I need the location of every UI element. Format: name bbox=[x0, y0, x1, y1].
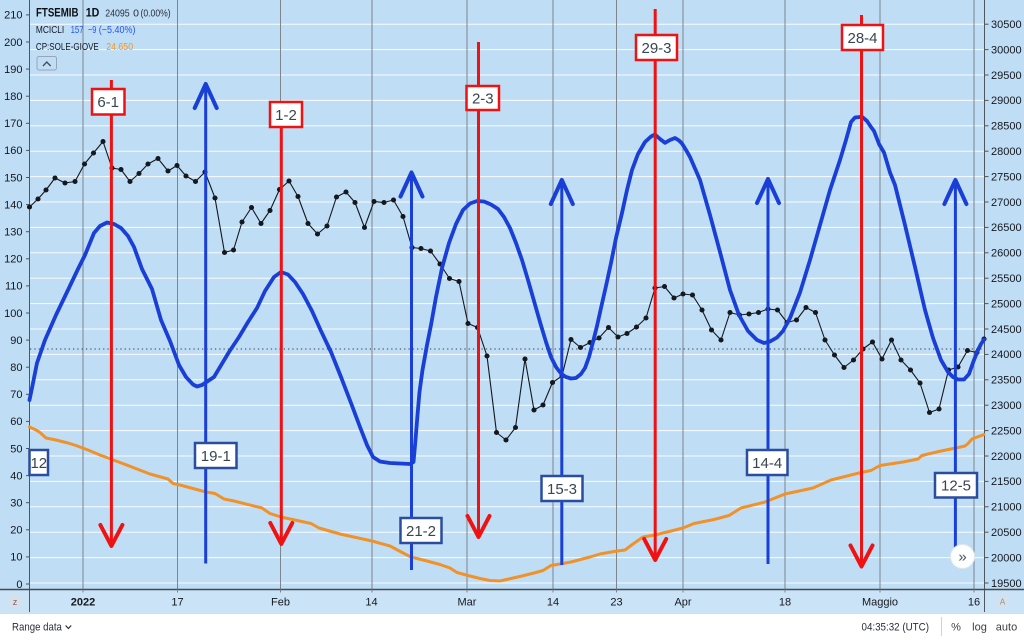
svg-text:21500: 21500 bbox=[991, 476, 1022, 488]
svg-text:0: 0 bbox=[133, 8, 139, 20]
svg-text:150: 150 bbox=[4, 172, 22, 184]
svg-text:27000: 27000 bbox=[991, 197, 1022, 209]
svg-text:−9: −9 bbox=[88, 25, 97, 36]
svg-text:04:35:32 (UTC): 04:35:32 (UTC) bbox=[862, 622, 930, 634]
svg-text:2022: 2022 bbox=[71, 597, 95, 609]
svg-text:28000: 28000 bbox=[991, 146, 1022, 158]
svg-text:21000: 21000 bbox=[991, 502, 1022, 514]
svg-text:24500: 24500 bbox=[991, 324, 1022, 336]
svg-text:19-1: 19-1 bbox=[201, 448, 231, 465]
svg-text:FTSEMIB: FTSEMIB bbox=[36, 8, 79, 20]
svg-text:120: 120 bbox=[4, 254, 22, 266]
svg-text:40: 40 bbox=[10, 470, 22, 482]
svg-text:24095: 24095 bbox=[105, 8, 130, 20]
svg-text:160: 160 bbox=[4, 145, 22, 157]
svg-text:30: 30 bbox=[10, 498, 22, 510]
svg-text:14-4: 14-4 bbox=[752, 455, 782, 472]
svg-text:CP:SOLE-GIOVE: CP:SOLE-GIOVE bbox=[36, 42, 99, 53]
svg-text:28-4: 28-4 bbox=[847, 30, 877, 47]
svg-text:20000: 20000 bbox=[991, 552, 1022, 564]
svg-text:110: 110 bbox=[5, 281, 23, 293]
svg-text:Mar: Mar bbox=[458, 597, 477, 609]
svg-text:19500: 19500 bbox=[991, 578, 1022, 590]
svg-text:6-1: 6-1 bbox=[97, 94, 119, 111]
svg-text:18: 18 bbox=[779, 597, 791, 609]
svg-text:210: 210 bbox=[4, 10, 22, 22]
svg-text:log: log bbox=[972, 622, 987, 634]
svg-text:24.650: 24.650 bbox=[106, 42, 133, 53]
svg-text:140: 140 bbox=[4, 199, 22, 211]
svg-text:20: 20 bbox=[10, 525, 22, 537]
svg-text:25000: 25000 bbox=[991, 298, 1022, 310]
svg-text:21-2: 21-2 bbox=[406, 523, 436, 540]
svg-text:30500: 30500 bbox=[991, 19, 1022, 31]
svg-text:29000: 29000 bbox=[991, 95, 1022, 107]
svg-text:100: 100 bbox=[4, 308, 22, 320]
svg-text:23: 23 bbox=[610, 597, 622, 609]
svg-text:170: 170 bbox=[4, 118, 22, 130]
svg-text:60: 60 bbox=[10, 416, 22, 428]
svg-text:29500: 29500 bbox=[991, 70, 1022, 82]
svg-text:190: 190 bbox=[4, 64, 22, 76]
svg-text:(0.00%): (0.00%) bbox=[141, 8, 171, 20]
svg-text:12: 12 bbox=[30, 455, 47, 472]
svg-text:23000: 23000 bbox=[991, 400, 1022, 412]
svg-text:180: 180 bbox=[4, 91, 22, 103]
svg-text:10: 10 bbox=[10, 552, 22, 564]
svg-text:(−5.40%): (−5.40%) bbox=[99, 25, 136, 36]
svg-text:0: 0 bbox=[16, 579, 22, 591]
svg-text:16: 16 bbox=[968, 597, 980, 609]
svg-text:1-2: 1-2 bbox=[275, 107, 297, 124]
svg-text:27500: 27500 bbox=[991, 171, 1022, 183]
svg-text:z: z bbox=[13, 597, 18, 607]
svg-text:90: 90 bbox=[10, 335, 22, 347]
svg-text:50: 50 bbox=[10, 443, 22, 455]
svg-text:MCICLI: MCICLI bbox=[36, 25, 64, 36]
svg-text:28500: 28500 bbox=[991, 121, 1022, 133]
svg-text:80: 80 bbox=[10, 362, 22, 374]
svg-text:15-3: 15-3 bbox=[547, 481, 577, 498]
svg-text:22500: 22500 bbox=[991, 425, 1022, 437]
svg-text:157: 157 bbox=[71, 25, 84, 36]
svg-text:Range data: Range data bbox=[12, 622, 63, 634]
svg-text:14: 14 bbox=[365, 597, 377, 609]
svg-text:»: » bbox=[958, 549, 966, 566]
svg-text:130: 130 bbox=[4, 227, 22, 239]
svg-text:Feb: Feb bbox=[271, 597, 290, 609]
svg-text:12-5: 12-5 bbox=[941, 478, 971, 495]
svg-text:%: % bbox=[951, 622, 961, 634]
svg-text:auto: auto bbox=[996, 622, 1017, 634]
svg-text:20500: 20500 bbox=[991, 527, 1022, 539]
svg-text:200: 200 bbox=[4, 37, 22, 49]
svg-text:29-3: 29-3 bbox=[641, 40, 671, 57]
svg-text:Maggio: Maggio bbox=[862, 597, 898, 609]
svg-text:A: A bbox=[1000, 598, 1006, 607]
svg-text:Apr: Apr bbox=[674, 597, 691, 609]
svg-text:30000: 30000 bbox=[991, 44, 1022, 56]
svg-text:25500: 25500 bbox=[991, 273, 1022, 285]
svg-text:22000: 22000 bbox=[991, 451, 1022, 463]
svg-text:17: 17 bbox=[171, 597, 183, 609]
svg-text:14: 14 bbox=[547, 597, 559, 609]
svg-text:26000: 26000 bbox=[991, 248, 1022, 260]
svg-text:26500: 26500 bbox=[991, 222, 1022, 234]
svg-text:23500: 23500 bbox=[991, 375, 1022, 387]
svg-text:2-3: 2-3 bbox=[472, 90, 494, 107]
svg-text:1D: 1D bbox=[86, 8, 100, 20]
svg-text:70: 70 bbox=[10, 389, 22, 401]
svg-text:24000: 24000 bbox=[991, 349, 1022, 361]
